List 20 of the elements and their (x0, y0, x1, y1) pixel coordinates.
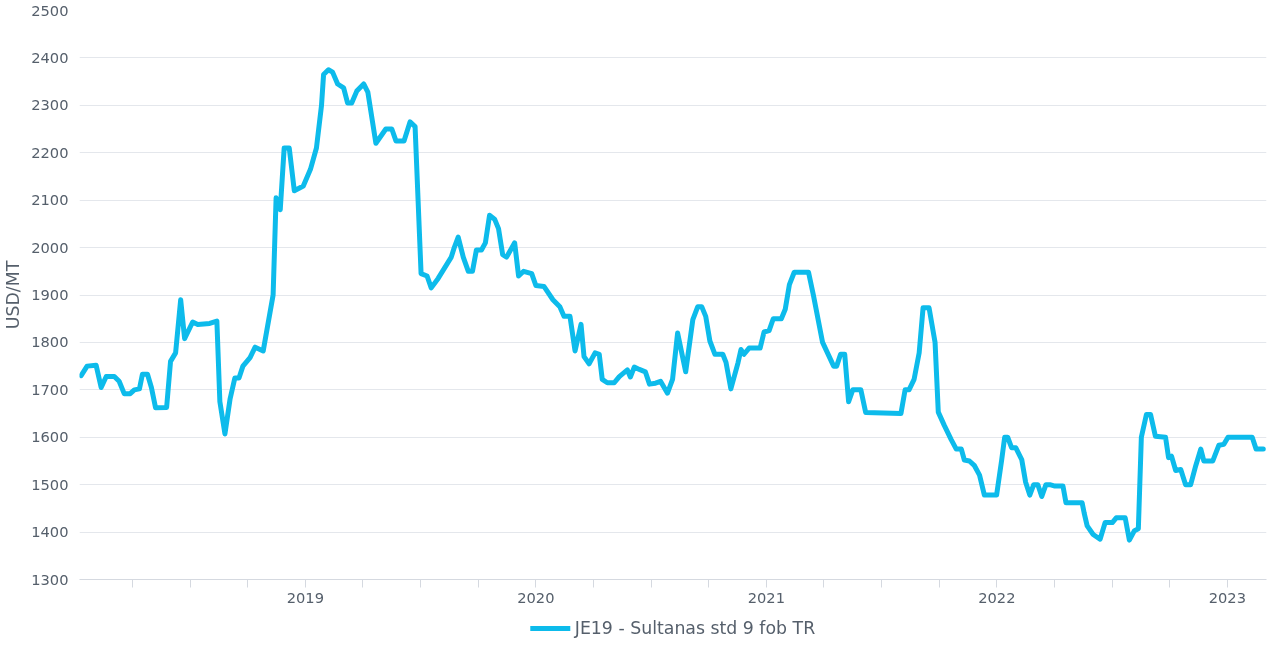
x-tick-label: 2020 (517, 588, 555, 606)
y-axis-title: USD/MT (3, 260, 24, 330)
x-tick-label: 2019 (286, 588, 325, 606)
y-tick-label: 1500 (31, 475, 69, 493)
y-tick-label: 1600 (31, 428, 69, 446)
y-tick-label: 1900 (31, 286, 69, 303)
y-tick-label: 2500 (31, 1, 69, 19)
y-tick-label: 1300 (31, 570, 69, 588)
y-tick-label: 2200 (31, 143, 69, 161)
y-tick-label: 2100 (31, 191, 69, 209)
x-tick-label: 2022 (978, 588, 1016, 606)
x-tick-label: 2023 (1208, 588, 1246, 606)
y-tick-label: 2400 (31, 48, 69, 66)
y-tick-label: 2000 (31, 238, 69, 256)
y-tick-label: 1800 (31, 333, 69, 351)
y-tick-label: 1400 (31, 523, 69, 541)
legend-label: JE19 - Sultanas std 9 fob TR (574, 617, 816, 638)
x-tick-label: 2021 (747, 588, 786, 606)
y-tick-label: 1700 (31, 380, 69, 398)
y-tick-label: 2300 (31, 96, 69, 114)
